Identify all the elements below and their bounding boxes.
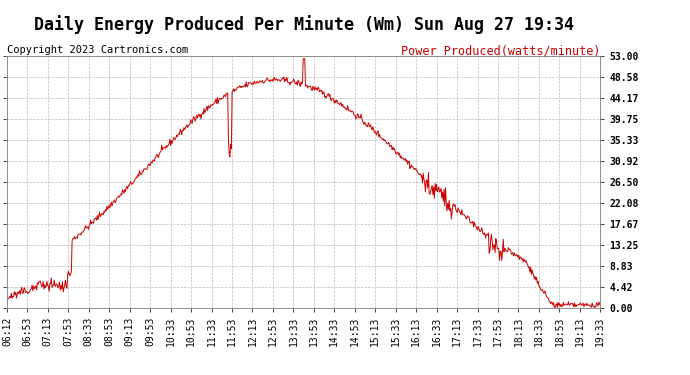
- Text: Power Produced(watts/minute): Power Produced(watts/minute): [401, 45, 600, 58]
- Text: Daily Energy Produced Per Minute (Wm) Sun Aug 27 19:34: Daily Energy Produced Per Minute (Wm) Su…: [34, 15, 573, 34]
- Text: Copyright 2023 Cartronics.com: Copyright 2023 Cartronics.com: [7, 45, 188, 55]
